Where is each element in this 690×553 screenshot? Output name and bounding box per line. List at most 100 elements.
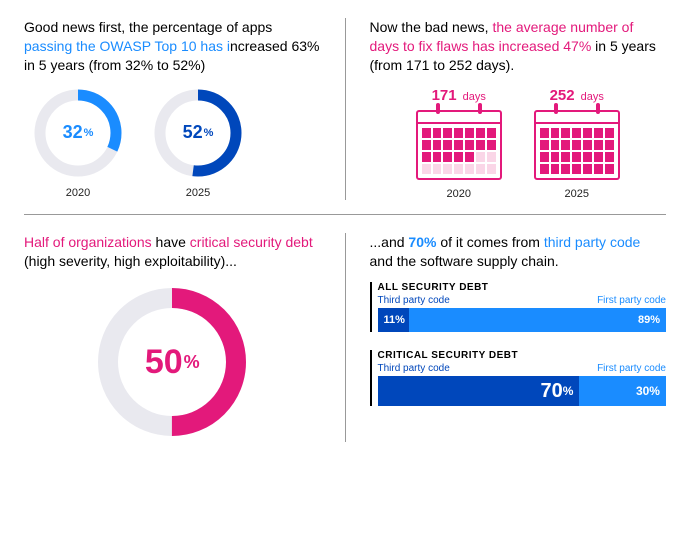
- owasp-text: Good news first, the percentage of apps …: [24, 18, 321, 75]
- bar-title: CRITICAL SECURITY DEBT: [378, 350, 667, 361]
- calendar-cell: [572, 140, 581, 150]
- calendar-cell: [476, 128, 485, 138]
- supply-link2: third party code: [544, 234, 641, 250]
- calendar-caption: 2025: [565, 188, 589, 200]
- bar-block: ALL SECURITY DEBT Third party code First p…: [370, 282, 667, 332]
- calendar-cell: [594, 164, 603, 174]
- calendar-cell: [476, 152, 485, 162]
- calendar-cell: [443, 164, 452, 174]
- calendar-value: 171 days: [432, 87, 486, 104]
- vertical-divider-top: [345, 18, 346, 200]
- calendar-cell: [540, 128, 549, 138]
- supply-post: and the software supply chain.: [370, 253, 559, 269]
- panel-days: Now the bad news, the average number of …: [370, 18, 667, 200]
- calendar-cell: [454, 140, 463, 150]
- bar-chart: 70%30%: [378, 376, 667, 406]
- calendar-cell: [443, 152, 452, 162]
- debt-text: Half of organizations have critical secu…: [24, 233, 321, 271]
- calendar-cell: [422, 140, 431, 150]
- bar-seg-left: 70%: [378, 376, 580, 406]
- calendar-cell: [540, 164, 549, 174]
- owasp-donuts: 32% 2020 52%2025: [24, 87, 321, 199]
- donut-value: 52%: [152, 87, 244, 179]
- supply-70: 70%: [408, 234, 436, 250]
- donut-caption: 2020: [66, 187, 90, 199]
- calendar-cell: [540, 152, 549, 162]
- debt-post: (high severity, high exploitability)...: [24, 253, 237, 269]
- calendar-cell: [454, 164, 463, 174]
- debt-donut: 50%: [92, 282, 252, 442]
- calendar-icon: [416, 110, 502, 180]
- calendar-wrap: 171 days2020: [416, 87, 502, 200]
- donut-wrap: 32% 2020: [32, 87, 124, 199]
- calendar-cell: [605, 152, 614, 162]
- bar-title: ALL SECURITY DEBT: [378, 282, 667, 293]
- days-pre: Now the bad news,: [370, 19, 493, 35]
- calendar-cell: [465, 164, 474, 174]
- calendar-cell: [487, 128, 496, 138]
- bars: ALL SECURITY DEBT Third party code First p…: [370, 282, 667, 406]
- bar-seg-left: 11%: [378, 308, 410, 332]
- calendar-cell: [594, 152, 603, 162]
- calendar-cell: [551, 128, 560, 138]
- debt-link2: critical security debt: [190, 234, 313, 250]
- calendar-cell: [433, 128, 442, 138]
- calendar-cell: [443, 128, 452, 138]
- bar-labels: Third party code First party code: [378, 295, 667, 306]
- calendar-unit: days: [460, 91, 486, 103]
- calendar-value: 252 days: [550, 87, 604, 104]
- calendar-cell: [433, 152, 442, 162]
- donut-chart: 52%: [152, 87, 244, 179]
- panel-supply: ...and 70% of it comes from third party …: [370, 233, 667, 443]
- calendar-cell: [465, 128, 474, 138]
- calendar-cell: [572, 152, 581, 162]
- donut-wrap: 52%2025: [152, 87, 244, 199]
- calendar-cell: [583, 140, 592, 150]
- calendar-cell: [476, 140, 485, 150]
- calendar-cell: [422, 152, 431, 162]
- calendars: 171 days2020 252 days 2025: [370, 87, 667, 200]
- calendar-cell: [433, 140, 442, 150]
- calendar-cell: [487, 164, 496, 174]
- bar-label-right: First party code: [597, 295, 666, 306]
- debt-donut-value: 50%: [92, 282, 252, 442]
- calendar-cell: [551, 140, 560, 150]
- calendar-cell: [465, 140, 474, 150]
- debt-mid: have: [152, 234, 190, 250]
- row-bottom: Half of organizations have critical secu…: [24, 233, 666, 443]
- calendar-cell: [454, 128, 463, 138]
- calendar-cell: [583, 128, 592, 138]
- calendar-unit: days: [578, 91, 604, 103]
- bar-seg-right: 30%: [579, 376, 666, 406]
- calendar-cell: [605, 140, 614, 150]
- calendar-cell: [561, 152, 570, 162]
- supply-mid: of it comes from: [436, 234, 543, 250]
- bar-seg-right: 89%: [409, 308, 666, 332]
- calendar-wrap: 252 days 2025: [534, 87, 620, 200]
- calendar-icon: [534, 110, 620, 180]
- panel-debt: Half of organizations have critical secu…: [24, 233, 321, 443]
- calendar-cell: [454, 152, 463, 162]
- calendar-cell: [572, 164, 581, 174]
- calendar-cell: [561, 128, 570, 138]
- donut-value: 32%: [32, 87, 124, 179]
- bar-label-left: Third party code: [378, 363, 450, 374]
- calendar-cell: [561, 140, 570, 150]
- calendar-cell: [605, 164, 614, 174]
- calendar-cell: [561, 164, 570, 174]
- calendar-cell: [443, 140, 452, 150]
- calendar-cell: [594, 140, 603, 150]
- bar-labels: Third party codeFirst party code: [378, 363, 667, 374]
- calendar-cell: [540, 140, 549, 150]
- supply-pre: ...and: [370, 234, 409, 250]
- calendar-cell: [551, 164, 560, 174]
- calendar-cell: [551, 152, 560, 162]
- calendar-cell: [583, 164, 592, 174]
- bar-label-left: Third party code: [378, 295, 450, 306]
- calendar-cell: [465, 152, 474, 162]
- donut-chart: 32%: [32, 87, 124, 179]
- calendar-cell: [422, 164, 431, 174]
- calendar-cell: [487, 152, 496, 162]
- calendar-cell: [583, 152, 592, 162]
- panel-owasp: Good news first, the percentage of apps …: [24, 18, 321, 200]
